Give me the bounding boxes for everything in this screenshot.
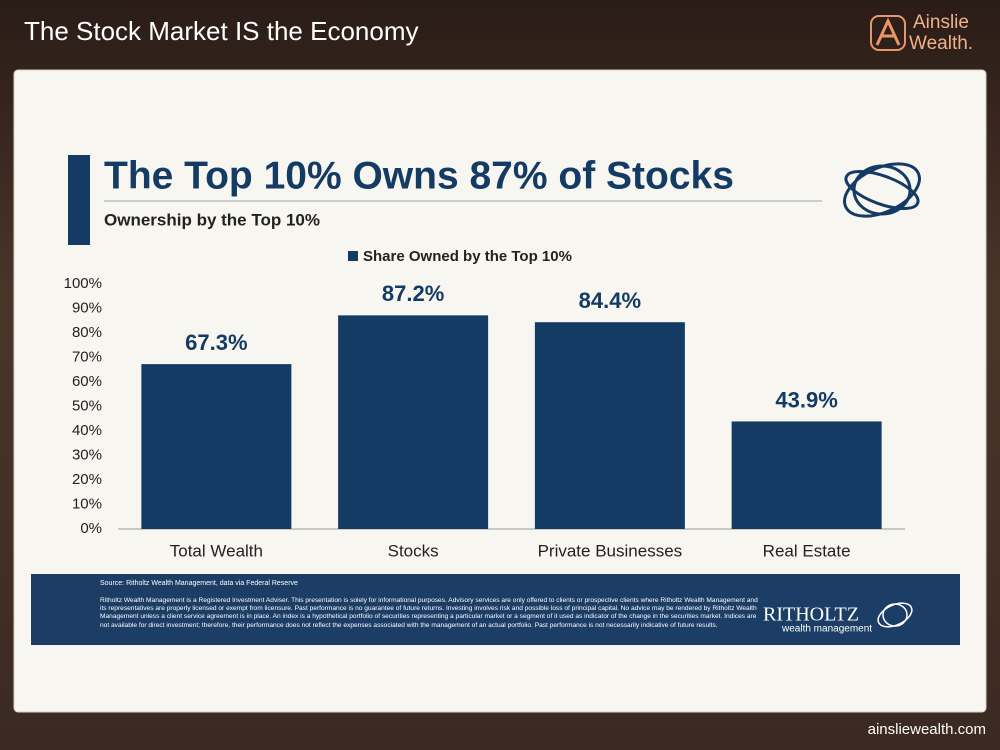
x-tick-label: Stocks: [388, 541, 439, 560]
y-tick-label: 30%: [72, 446, 102, 463]
x-tick-label: Total Wealth: [170, 541, 263, 560]
brand-name: Wealth.: [909, 33, 973, 54]
legend-swatch: [348, 251, 358, 261]
value-label: 87.2%: [382, 281, 444, 306]
y-tick-label: 90%: [72, 299, 102, 316]
x-tick-label: Real Estate: [763, 541, 851, 560]
chart-subtitle: Ownership by the Top 10%: [104, 210, 320, 229]
y-tick-label: 40%: [72, 422, 102, 439]
firm-icon-small: [877, 602, 913, 628]
firm-name: RITHOLTZ: [763, 604, 859, 626]
slide-card: [13, 69, 987, 713]
y-tick-label: 10%: [72, 495, 102, 512]
value-label: 67.3%: [185, 330, 247, 355]
chart-title: The Top 10% Owns 87% of Stocks: [104, 154, 734, 197]
y-tick-label: 60%: [72, 373, 102, 390]
y-tick-label: 100%: [64, 275, 102, 292]
footer-box: [31, 574, 960, 645]
value-label: 84.4%: [579, 288, 641, 313]
source-note: Source: Ritholtz Wealth Management, data…: [100, 580, 298, 587]
value-label: 43.9%: [775, 387, 837, 412]
brand-icon: [870, 15, 906, 51]
bar: [731, 421, 882, 529]
firm-sub: wealth management: [781, 624, 872, 635]
bar: [141, 364, 292, 529]
y-tick-label: 70%: [72, 348, 102, 365]
firm-icon: [843, 162, 921, 218]
disclaimer: Ritholtz Wealth Management is a Register…: [100, 597, 758, 629]
y-tick-label: 0%: [80, 520, 102, 537]
header-title: The Stock Market IS the Economy: [24, 16, 419, 46]
title-accent: [68, 155, 90, 245]
y-tick-label: 80%: [72, 324, 102, 341]
footer-url: ainsliewealth.com: [868, 721, 986, 738]
y-tick-label: 50%: [72, 397, 102, 414]
x-tick-label: Private Businesses: [538, 541, 683, 560]
bar: [338, 315, 489, 529]
legend-label: Share Owned by the Top 10%: [363, 248, 572, 265]
brand-name: Ainslie: [913, 12, 969, 33]
y-tick-label: 20%: [72, 471, 102, 488]
bar: [534, 322, 685, 529]
